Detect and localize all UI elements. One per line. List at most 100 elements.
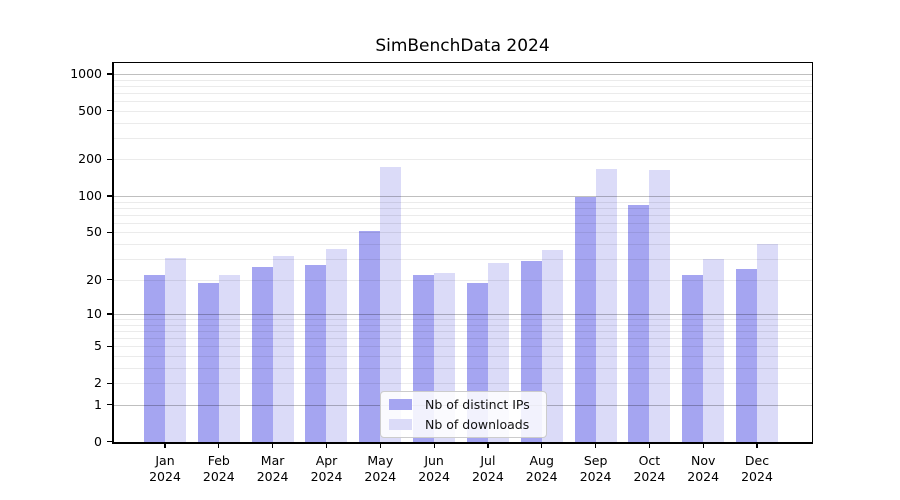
y-tick-label-200: 200 [78, 151, 102, 167]
y-tick-label-1: 1 [94, 396, 102, 412]
gridline-minor-700 [113, 92, 812, 94]
gridline-minor-5 [113, 346, 812, 348]
x-tick-label-month-jun: Jun [424, 453, 444, 468]
x-tick-label-year-oct: 2024 [633, 469, 666, 484]
x-tick-label-year-jul: 2024 [471, 469, 504, 484]
spine-left [112, 61, 114, 444]
y-tick-mark-0 [107, 440, 112, 443]
x-tick-label-month-jan: Jan [155, 453, 175, 468]
x-tick-label-year-sep: 2024 [579, 469, 612, 484]
x-tick-label-year-feb: 2024 [202, 469, 235, 484]
y-tick-label-50: 50 [86, 224, 102, 240]
x-tick-label-month-aug: Aug [529, 453, 554, 468]
x-tick-mark-jan [164, 443, 166, 448]
bar-distinct-ips-sep [574, 196, 596, 442]
gridline-minor-90 [113, 201, 812, 203]
x-tick-label-year-dec: 2024 [741, 469, 773, 484]
y-tick-mark-1000 [107, 73, 112, 75]
x-tick-label-year-may: 2024 [364, 469, 397, 484]
y-tick-label-5: 5 [94, 338, 102, 354]
gridline-minor-300 [113, 137, 812, 139]
gridline-minor-2 [113, 383, 812, 385]
legend-label-distinct-ips: Nb of distinct IPs [425, 397, 530, 413]
gridline-minor-3 [113, 367, 812, 369]
gridline-minor-50 [113, 232, 812, 234]
x-tick-mark-jun [433, 443, 435, 448]
x-tick-label-month-mar: Mar [260, 453, 285, 468]
y-tick-mark-50 [107, 231, 112, 233]
bar-downloads-feb [218, 275, 240, 442]
gridline-major-1000 [113, 73, 812, 75]
x-tick-mark-dec [756, 443, 758, 448]
spine-bottom [112, 442, 813, 444]
bar-downloads-sep [595, 169, 617, 442]
x-tick-mark-mar [272, 443, 274, 448]
gridline-major-10 [113, 313, 812, 315]
y-tick-label-100: 100 [78, 188, 102, 203]
y-tick-mark-100 [107, 195, 112, 197]
x-tick-mark-nov [702, 443, 704, 448]
gridline-minor-400 [113, 122, 812, 124]
y-tick-label-0: 0 [94, 433, 102, 449]
bar-distinct-ips-nov [682, 275, 704, 442]
x-tick-mark-oct [648, 443, 651, 448]
legend: Nb of distinct IPs Nb of downloads [380, 391, 547, 438]
x-tick-label-year-mar: 2024 [256, 469, 289, 484]
bar-downloads-may [380, 166, 402, 442]
chart-title: SimBenchData 2024 [375, 36, 550, 56]
bar-downloads-nov [703, 259, 725, 442]
legend-label-downloads: Nb of downloads [425, 416, 530, 432]
gridline-minor-500 [113, 110, 812, 112]
gridline-minor-60 [113, 222, 812, 224]
gridline-minor-8 [113, 324, 812, 326]
spine-right [811, 61, 813, 444]
gridline-minor-70 [113, 214, 812, 216]
gridline-minor-800 [113, 85, 812, 87]
x-tick-label-year-jan: 2024 [149, 469, 181, 484]
gridline-minor-7 [113, 330, 812, 332]
gridline-major-100 [113, 196, 812, 197]
bar-distinct-ips-may [359, 230, 381, 442]
x-tick-label-month-sep: Sep [583, 453, 608, 468]
y-tick-mark-2 [107, 382, 112, 384]
y-tick-label-500: 500 [78, 102, 102, 118]
gridline-minor-40 [113, 243, 812, 245]
bar-downloads-jan [165, 257, 186, 442]
x-tick-mark-may [379, 443, 381, 448]
gridline-minor-600 [113, 101, 812, 103]
x-tick-mark-jul [487, 443, 489, 448]
x-tick-label-year-nov: 2024 [687, 469, 720, 484]
legend-swatch-downloads [389, 418, 412, 430]
x-tick-mark-sep [595, 443, 597, 448]
y-tick-label-1000: 1000 [70, 65, 102, 81]
y-tick-label-10: 10 [86, 305, 102, 321]
y-tick-label-20: 20 [86, 271, 102, 287]
y-tick-label-2: 2 [94, 375, 102, 391]
spine-top [112, 61, 813, 63]
x-tick-label-month-dec: Dec [744, 453, 770, 468]
bar-downloads-oct [649, 170, 671, 442]
bar-downloads-apr [326, 248, 348, 442]
x-tick-label-year-jun: 2024 [418, 469, 450, 484]
x-tick-label-month-feb: Feb [207, 453, 230, 468]
x-tick-label-month-apr: Apr [315, 453, 338, 468]
bar-distinct-ips-oct [628, 205, 650, 442]
x-tick-label-month-may: May [367, 453, 394, 468]
bar-downloads-mar [272, 256, 294, 442]
x-tick-mark-apr [325, 443, 328, 448]
bar-distinct-ips-jan [144, 275, 165, 442]
bar-distinct-ips-feb [197, 282, 219, 442]
gridline-minor-200 [113, 159, 812, 161]
gridline-minor-9 [113, 319, 812, 320]
legend-swatch-distinct-ips [389, 399, 412, 411]
bar-distinct-ips-dec [736, 268, 758, 442]
gridline-minor-900 [113, 79, 812, 81]
y-tick-mark-5 [107, 345, 112, 347]
bar-distinct-ips-apr [305, 264, 327, 442]
gridline-minor-80 [113, 207, 812, 209]
x-tick-mark-feb [218, 443, 220, 448]
x-tick-mark-aug [541, 443, 543, 448]
plot-area [113, 63, 812, 442]
x-tick-label-month-nov: Nov [690, 453, 716, 468]
